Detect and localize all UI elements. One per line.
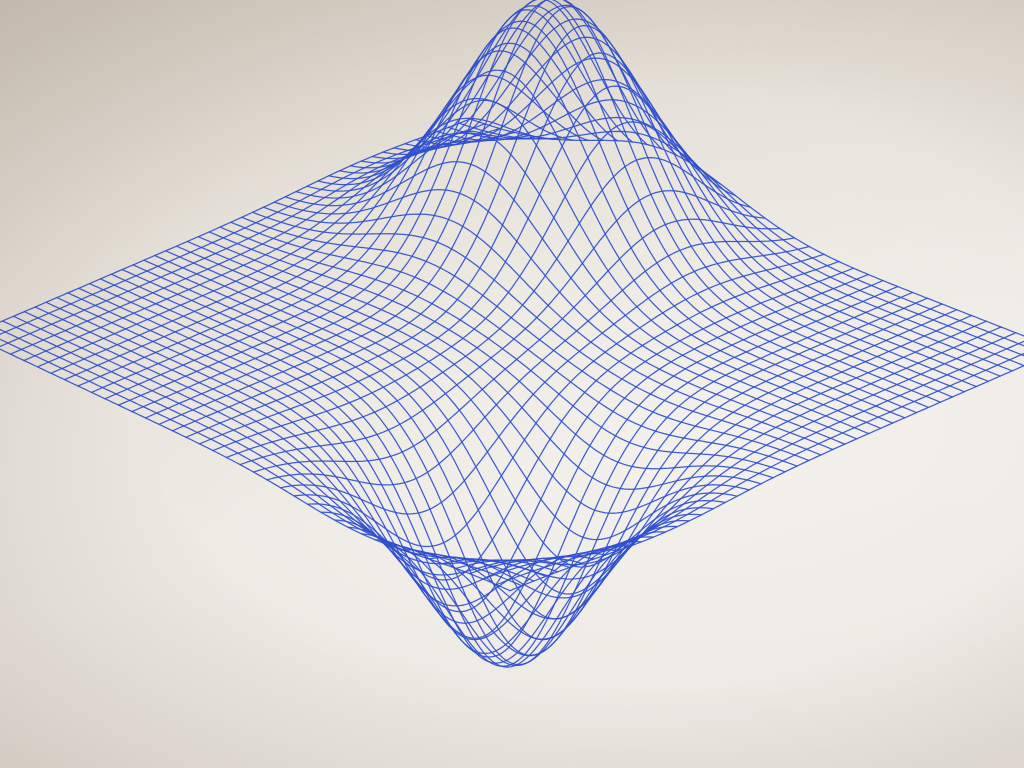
mesh-v-line <box>144 260 701 619</box>
mesh-v-line <box>100 279 653 667</box>
mesh-v-line <box>329 43 905 418</box>
mesh-v-line <box>3 321 546 576</box>
mesh-v-line <box>198 237 761 490</box>
mesh-u-line <box>38 133 544 367</box>
mesh-u-line <box>78 75 588 386</box>
mesh-v-line <box>177 246 738 539</box>
mesh-u-line <box>0 124 485 342</box>
mesh-u-line <box>159 7 677 425</box>
mesh-v-line <box>24 312 570 575</box>
mesh-u-line <box>443 321 987 579</box>
mesh-v-line <box>470 119 1024 350</box>
mesh-v-line <box>14 316 558 572</box>
mesh-v-line <box>427 80 1013 371</box>
mesh-u-line <box>105 28 618 399</box>
wireframe-mesh <box>0 0 1024 667</box>
mesh-v-line <box>122 270 677 656</box>
mesh-u-line <box>348 281 883 657</box>
mesh-v-line <box>35 307 582 589</box>
mesh-u-line <box>429 316 972 598</box>
mesh-v-line <box>166 251 726 567</box>
mesh-v-line <box>340 21 917 413</box>
mesh-u-line <box>362 287 898 667</box>
mesh-u-line <box>389 298 928 656</box>
